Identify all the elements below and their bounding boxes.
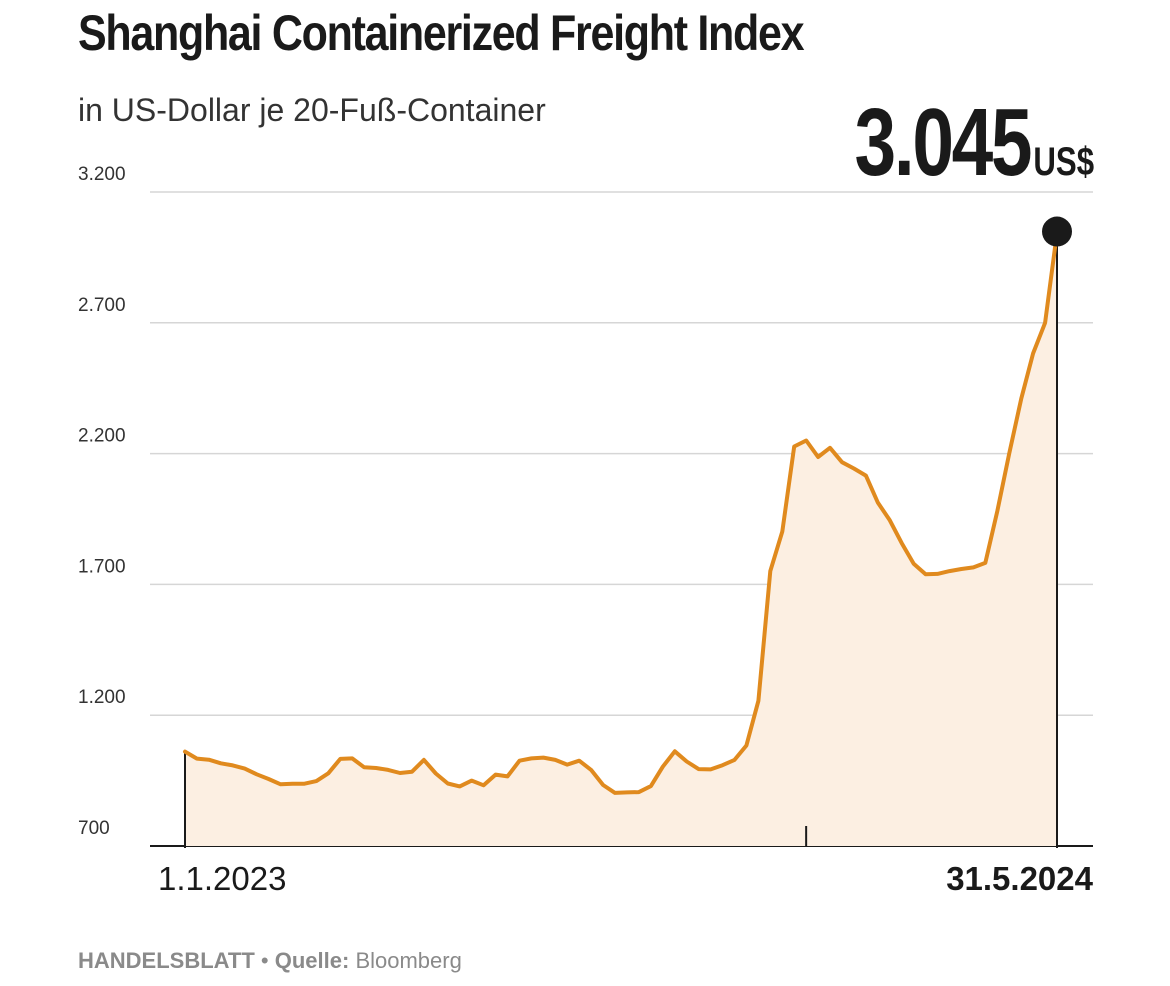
data-point-57: [864, 474, 867, 477]
data-point-48: [757, 699, 760, 702]
data-point-7: [267, 778, 270, 781]
data-point-50: [781, 530, 784, 533]
data-point-18: [399, 772, 402, 775]
data-point-23: [458, 785, 461, 788]
data-point-46: [733, 758, 736, 761]
y-tick-label-2700: 2.700: [78, 295, 126, 316]
data-point-56: [852, 467, 855, 470]
data-point-2: [207, 758, 210, 761]
data-point-13: [339, 757, 342, 760]
data-point-72: [1044, 321, 1047, 324]
data-point-34: [590, 768, 593, 771]
data-point-17: [387, 768, 390, 771]
data-point-15: [363, 766, 366, 769]
data-point-1: [195, 757, 198, 760]
data-point-45: [721, 764, 724, 767]
data-point-26: [494, 773, 497, 776]
data-point-21: [434, 772, 437, 775]
data-point-64: [948, 570, 951, 573]
data-point-49: [769, 570, 772, 573]
data-point-19: [410, 770, 413, 773]
footer-separator: •: [260, 948, 269, 973]
y-tick-label-700: 700: [78, 818, 110, 839]
data-point-20: [422, 758, 425, 761]
data-point-30: [542, 756, 545, 759]
data-point-59: [888, 519, 891, 522]
data-point-38: [637, 791, 640, 794]
data-point-51: [793, 445, 796, 448]
axis-markers: [184, 232, 1058, 848]
data-point-47: [745, 744, 748, 747]
data-point-8: [279, 783, 282, 786]
data-point-33: [578, 759, 581, 762]
data-point-70: [1020, 397, 1023, 400]
data-point-54: [829, 446, 832, 449]
data-point-65: [960, 567, 963, 570]
data-point-68: [996, 510, 999, 513]
x-tick-label-end: 31.5.2024: [946, 860, 1093, 897]
data-point-40: [661, 765, 664, 768]
y-axis-labels: 3.200 2.700 2.200 1.700 1.200 700: [78, 164, 126, 839]
y-tick-label-1200: 1.200: [78, 687, 126, 708]
data-point-9: [291, 782, 294, 785]
data-point-27: [506, 775, 509, 778]
data-point-0: [184, 750, 187, 753]
chart-subtitle: in US-Dollar je 20-Fuß-Container: [78, 92, 546, 128]
data-point-10: [303, 782, 306, 785]
latest-value-unit: US$: [1033, 140, 1094, 184]
source-name: Bloomberg: [355, 948, 462, 973]
data-point-63: [936, 572, 939, 575]
x-tick-label-start: 1.1.2023: [158, 860, 286, 897]
x-axis-labels: 1.1.2023 31.5.2024: [158, 860, 1094, 897]
data-point-22: [446, 782, 449, 785]
series-area-fill: [185, 232, 1057, 846]
data-point-5: [243, 767, 246, 770]
data-point-39: [649, 785, 652, 788]
data-point-66: [972, 566, 975, 569]
data-point-35: [602, 784, 605, 787]
y-tick-label-1700: 1.700: [78, 556, 126, 577]
end-value-dot: [1042, 216, 1072, 247]
y-tick-label-2200: 2.200: [78, 426, 126, 447]
data-point-53: [817, 456, 820, 459]
data-point-3: [219, 762, 222, 765]
latest-value: 3.045: [854, 89, 1033, 196]
data-point-11: [315, 780, 318, 783]
source-label: Quelle:: [274, 948, 350, 973]
data-point-24: [470, 779, 473, 782]
data-point-60: [900, 542, 903, 545]
data-point-52: [805, 439, 808, 442]
data-point-4: [231, 764, 234, 767]
latest-value-callout: 3.045US$: [855, 88, 1094, 198]
data-point-41: [673, 750, 676, 753]
data-point-42: [685, 760, 688, 763]
data-point-25: [482, 784, 485, 787]
data-point-55: [840, 461, 843, 464]
data-point-31: [554, 758, 557, 761]
data-point-29: [530, 757, 533, 760]
chart-title: Shanghai Containerized Freight Index: [78, 5, 805, 61]
data-point-28: [518, 759, 521, 762]
data-point-43: [697, 768, 700, 771]
data-point-61: [912, 562, 915, 565]
data-point-6: [255, 773, 258, 776]
footer-credit: HANDELSBLATT • Quelle: Bloomberg: [78, 948, 462, 974]
publisher-name: HANDELSBLATT: [78, 948, 255, 973]
data-point-36: [614, 791, 617, 794]
data-points: [184, 216, 1072, 794]
y-tick-label-3200: 3.200: [78, 164, 126, 185]
series-line: [183, 230, 1059, 795]
data-point-44: [709, 768, 712, 771]
data-point-71: [1032, 352, 1035, 355]
data-point-69: [1008, 452, 1011, 455]
data-point-32: [566, 763, 569, 766]
data-point-16: [375, 767, 378, 770]
data-point-14: [351, 757, 354, 760]
data-point-37: [625, 791, 628, 794]
data-point-62: [924, 573, 927, 576]
data-point-12: [327, 772, 330, 775]
data-point-58: [876, 501, 879, 504]
data-point-67: [984, 561, 987, 564]
